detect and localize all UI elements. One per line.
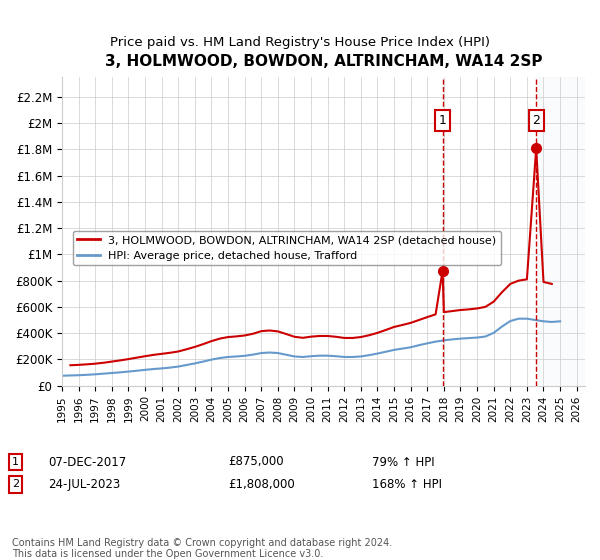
Text: 79% ↑ HPI: 79% ↑ HPI — [372, 455, 434, 469]
Text: Contains HM Land Registry data © Crown copyright and database right 2024.
This d: Contains HM Land Registry data © Crown c… — [12, 538, 392, 559]
Text: 07-DEC-2017: 07-DEC-2017 — [48, 455, 126, 469]
Bar — [537, 77, 585, 386]
Text: 24-JUL-2023: 24-JUL-2023 — [48, 478, 120, 491]
Legend: 3, HOLMWOOD, BOWDON, ALTRINCHAM, WA14 2SP (detached house), HPI: Average price, : 3, HOLMWOOD, BOWDON, ALTRINCHAM, WA14 2S… — [73, 231, 501, 265]
Title: 3, HOLMWOOD, BOWDON, ALTRINCHAM, WA14 2SP: 3, HOLMWOOD, BOWDON, ALTRINCHAM, WA14 2S… — [105, 54, 542, 69]
Text: 1: 1 — [12, 457, 19, 467]
Text: £875,000: £875,000 — [228, 455, 284, 469]
Text: Price paid vs. HM Land Registry's House Price Index (HPI): Price paid vs. HM Land Registry's House … — [110, 36, 490, 49]
Text: 2: 2 — [12, 479, 19, 489]
Text: 1: 1 — [439, 114, 446, 127]
Text: £1,808,000: £1,808,000 — [228, 478, 295, 491]
Text: 2: 2 — [532, 114, 540, 127]
Bar — [537, 77, 585, 386]
Text: 168% ↑ HPI: 168% ↑ HPI — [372, 478, 442, 491]
